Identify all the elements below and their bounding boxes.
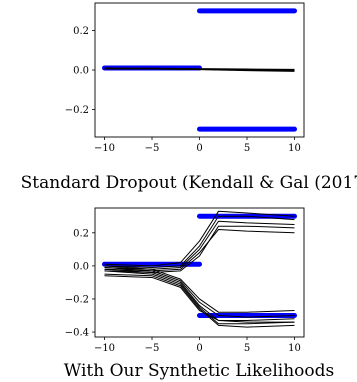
bottom-chart-y-tick-label: 0.0 — [73, 261, 89, 272]
top-chart-caption: Standard Dropout (Kendall & Gal (2017)) — [21, 173, 357, 193]
top-chart-x-tick-label: −10 — [94, 143, 115, 154]
top-chart-plot — [102, 8, 297, 132]
top-chart-sample-curve — [104, 68, 295, 71]
top-chart-x-tick-label: 5 — [244, 143, 250, 154]
top-chart-y-tick-label: −0.2 — [65, 105, 89, 116]
bottom-chart-sample-curve — [104, 270, 295, 325]
bottom-chart-x-tick-label: 10 — [288, 343, 301, 354]
bottom-chart-sample-curve — [104, 268, 295, 321]
bottom-chart-x-tick-label: −10 — [94, 343, 115, 354]
bottom-chart-caption: With Our Synthetic Likelihoods — [64, 361, 334, 381]
bottom-chart-sample-curve — [104, 267, 295, 318]
top-chart-y-tick-label: 0.2 — [73, 26, 89, 37]
top-chart-ticks: −10 −5 0 5 10 0.2 0.0 −0.2 — [65, 26, 301, 154]
bottom-chart-sample-curve — [104, 210, 295, 267]
bottom-chart-y-tick-label: 0.2 — [73, 228, 89, 239]
top-chart-y-tick-label: 0.0 — [73, 66, 89, 77]
top-chart-x-tick-label: 0 — [196, 143, 202, 154]
top-chart-panel: −10 −5 0 5 10 0.2 0.0 −0.2 Standard Dropout (Ke… — [21, 2, 357, 193]
bottom-chart-y-tick-label: −0.2 — [65, 294, 89, 305]
bottom-chart-sample-curve — [104, 265, 295, 313]
bottom-chart-x-tick-label: −5 — [145, 343, 160, 354]
top-chart-x-tick-label: −5 — [145, 143, 160, 154]
bottom-chart-ticks: −10 −5 0 5 10 0.2 0.0 −0.2 −0.4 — [65, 228, 301, 354]
bottom-chart-sample-curve — [104, 275, 295, 323]
bottom-chart-plot — [102, 210, 297, 328]
bottom-chart-y-tick-label: −0.4 — [65, 328, 89, 339]
bottom-chart-sample-curve — [104, 215, 295, 269]
bottom-chart-x-tick-label: 5 — [244, 343, 250, 354]
bottom-chart-x-tick-label: 0 — [196, 343, 202, 354]
bottom-chart-sample-curve — [104, 273, 295, 328]
bottom-chart-panel: −10 −5 0 5 10 0.2 0.0 −0.2 −0.4 With Our Synthet… — [64, 207, 334, 381]
top-chart-x-tick-label: 10 — [288, 143, 301, 154]
